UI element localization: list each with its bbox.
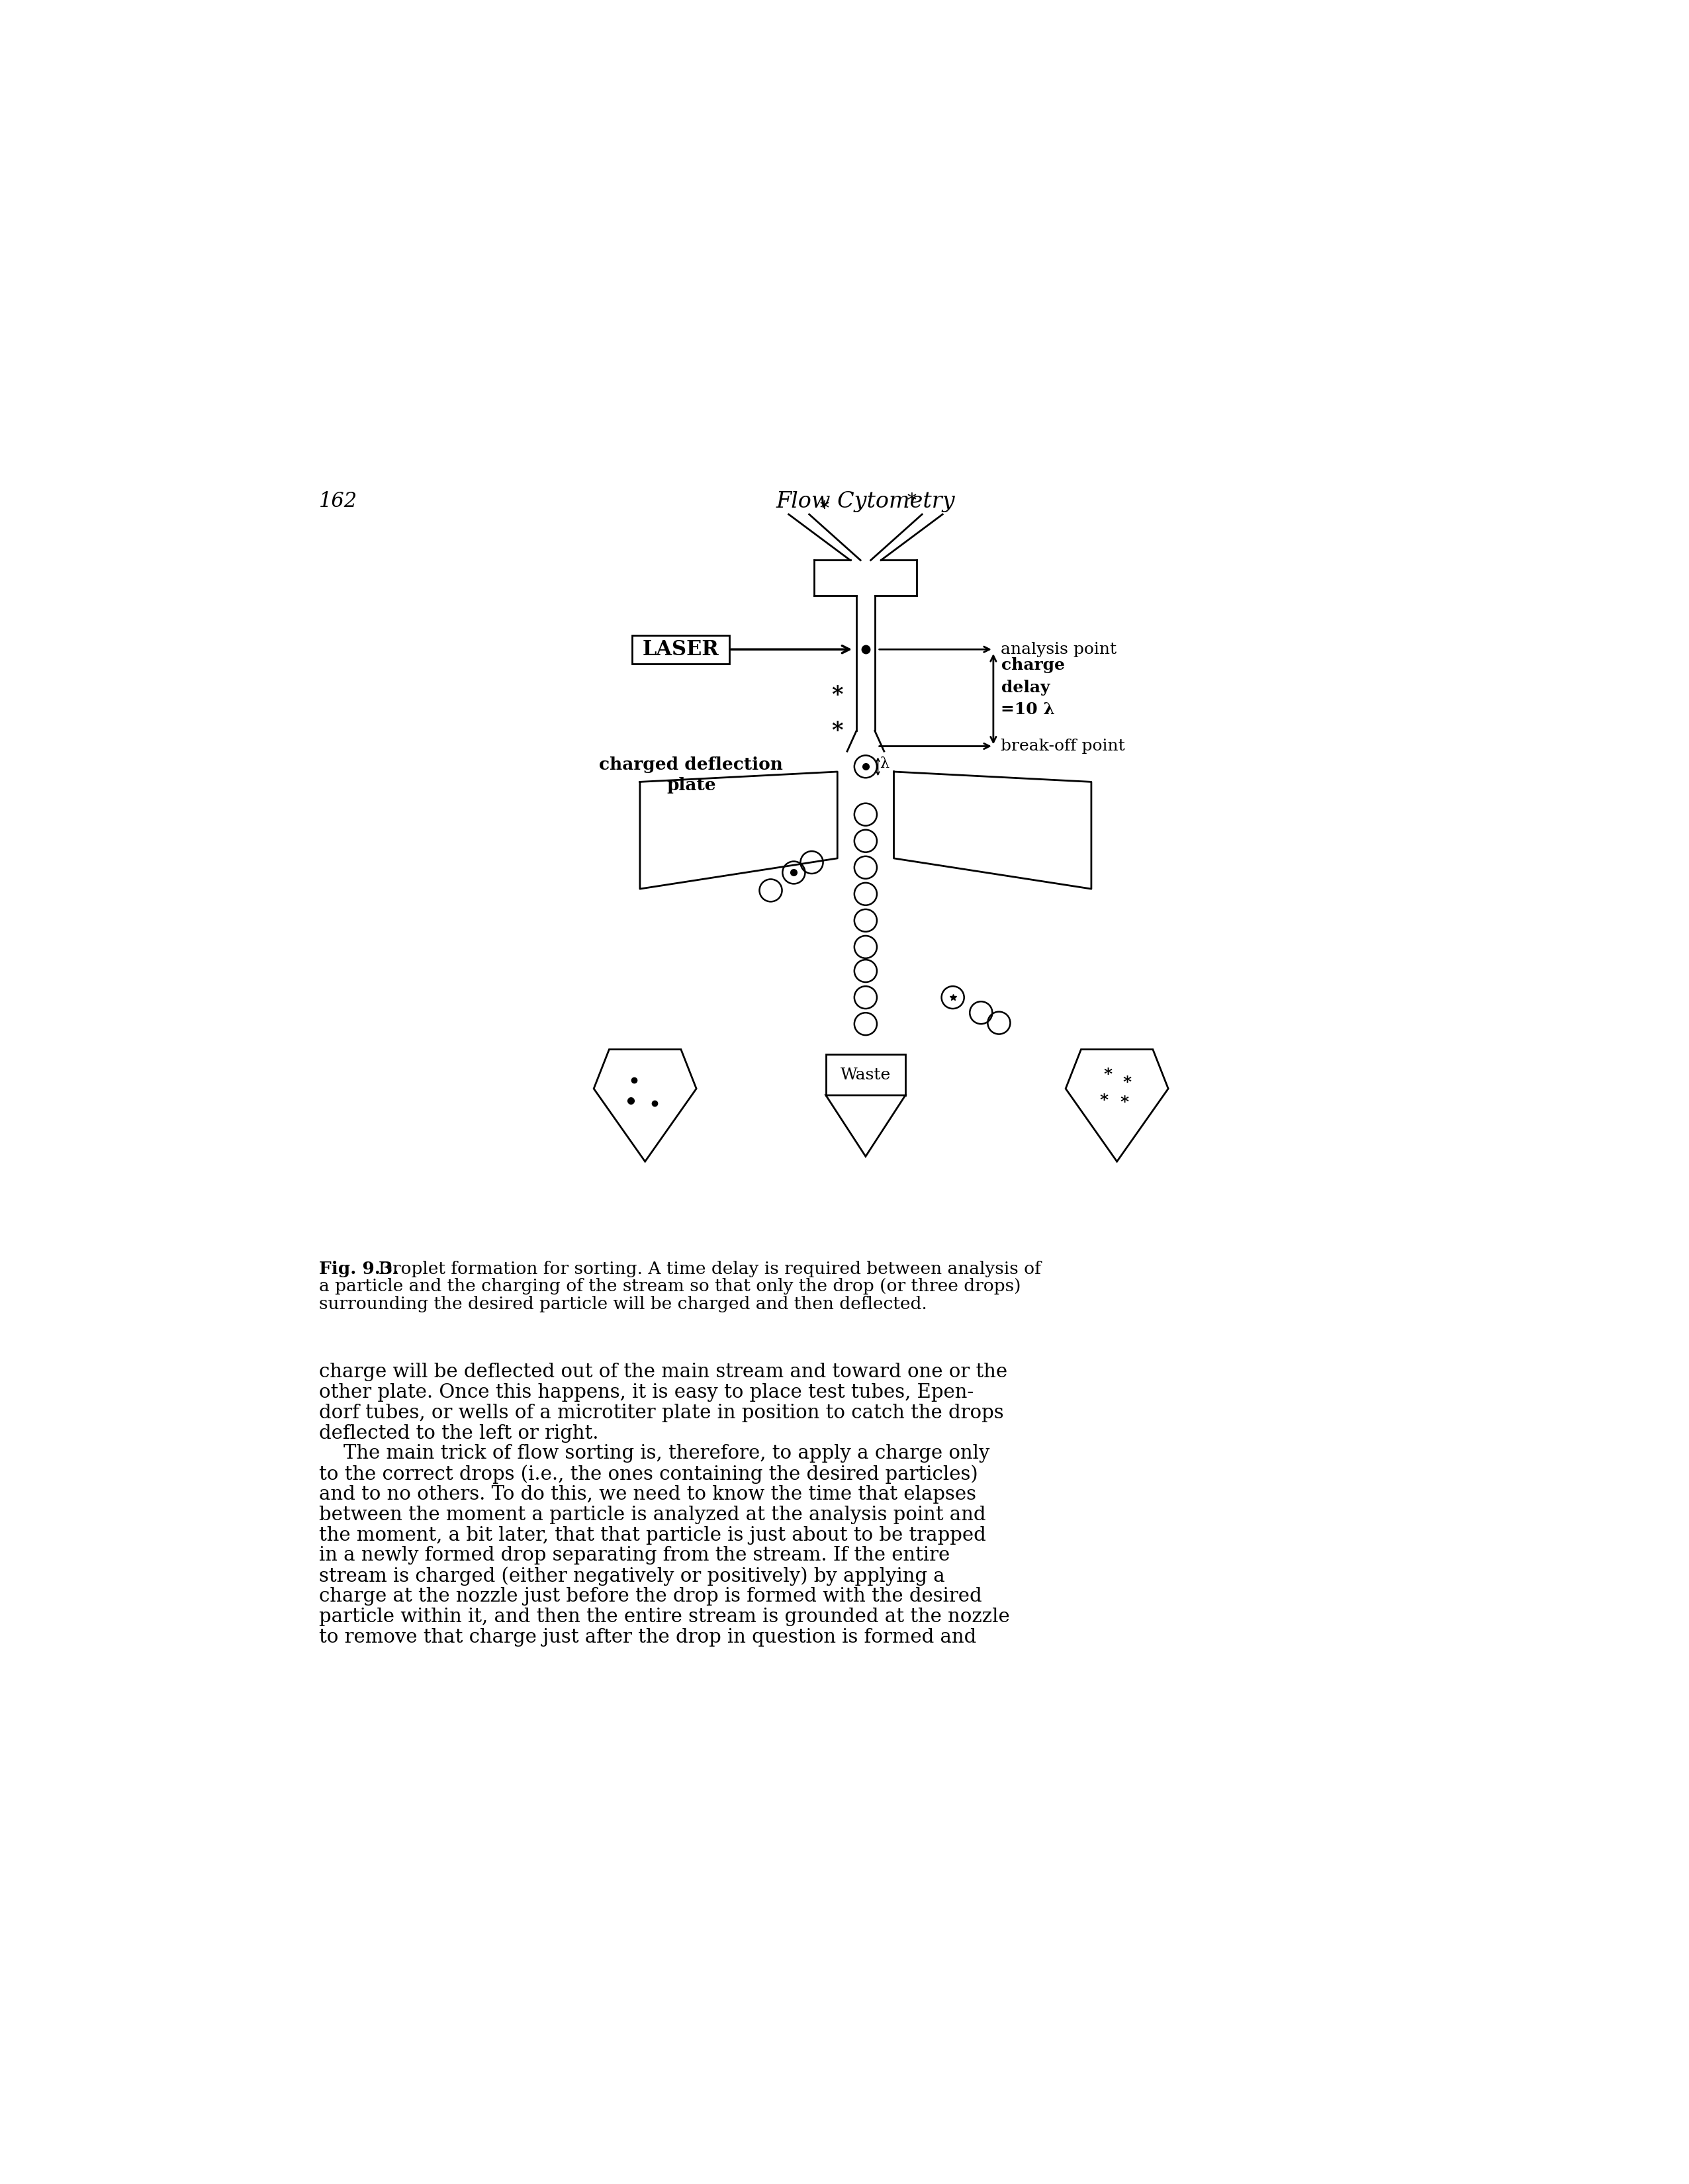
Text: stream is charged (either negatively or positively) by applying a: stream is charged (either negatively or … [319,1566,944,1586]
Text: charge will be deflected out of the main stream and toward one or the: charge will be deflected out of the main… [319,1363,1007,1380]
Text: surrounding the desired particle will be charged and then deflected.: surrounding the desired particle will be… [319,1295,927,1313]
Text: particle within it, and then the entire stream is grounded at the nozzle: particle within it, and then the entire … [319,1607,1010,1625]
Text: *: * [1120,1094,1128,1112]
Text: *: * [831,684,843,705]
Text: *: * [1123,1075,1132,1090]
Polygon shape [826,1055,905,1096]
Text: LASER: LASER [642,640,720,660]
Polygon shape [826,1096,905,1158]
Text: to remove that charge just after the drop in question is formed and: to remove that charge just after the dro… [319,1627,976,1647]
Text: *: * [907,494,917,511]
Polygon shape [893,771,1091,889]
Text: dorf tubes, or wells of a microtiter plate in position to catch the drops: dorf tubes, or wells of a microtiter pla… [319,1404,1003,1422]
Text: charge at the nozzle just before the drop is formed with the desired: charge at the nozzle just before the dro… [319,1588,981,1605]
Text: analysis point: analysis point [1002,642,1116,657]
Text: the moment, a bit later, that that particle is just about to be trapped: the moment, a bit later, that that parti… [319,1527,986,1544]
Bar [632,636,730,664]
Polygon shape [640,771,838,889]
Polygon shape [1066,1051,1169,1162]
Text: a particle and the charging of the stream so that only the drop (or three drops): a particle and the charging of the strea… [319,1278,1020,1295]
Text: charge
delay
=10 λ: charge delay =10 λ [1002,657,1064,719]
Text: The main trick of flow sorting is, therefore, to apply a charge only: The main trick of flow sorting is, there… [319,1444,990,1463]
Text: and to no others. To do this, we need to know the time that elapses: and to no others. To do this, we need to… [319,1485,976,1503]
Text: in a newly formed drop separating from the stream. If the entire: in a newly formed drop separating from t… [319,1546,949,1564]
Polygon shape [595,1051,696,1162]
Text: Droplet formation for sorting. A time delay is required between analysis of: Droplet formation for sorting. A time de… [368,1260,1040,1278]
Text: λ: λ [880,756,888,771]
Text: between the moment a particle is analyzed at the analysis point and: between the moment a particle is analyze… [319,1505,986,1524]
Text: *: * [831,721,843,743]
Text: Fig. 9.3.: Fig. 9.3. [319,1260,399,1278]
Text: *: * [1100,1092,1108,1107]
Text: charged deflection
plate: charged deflection plate [600,756,784,793]
Text: 162: 162 [319,491,358,511]
Text: break-off point: break-off point [1002,738,1125,753]
Text: *: * [819,500,829,518]
Text: to the correct drops (i.e., the ones containing the desired particles): to the correct drops (i.e., the ones con… [319,1465,978,1483]
Text: Waste: Waste [841,1068,890,1083]
Text: deflected to the left or right.: deflected to the left or right. [319,1424,598,1441]
Text: other plate. Once this happens, it is easy to place test tubes, Epen-: other plate. Once this happens, it is ea… [319,1382,973,1402]
Text: *: * [1103,1068,1111,1083]
Text: Flow Cytometry: Flow Cytometry [775,491,956,513]
